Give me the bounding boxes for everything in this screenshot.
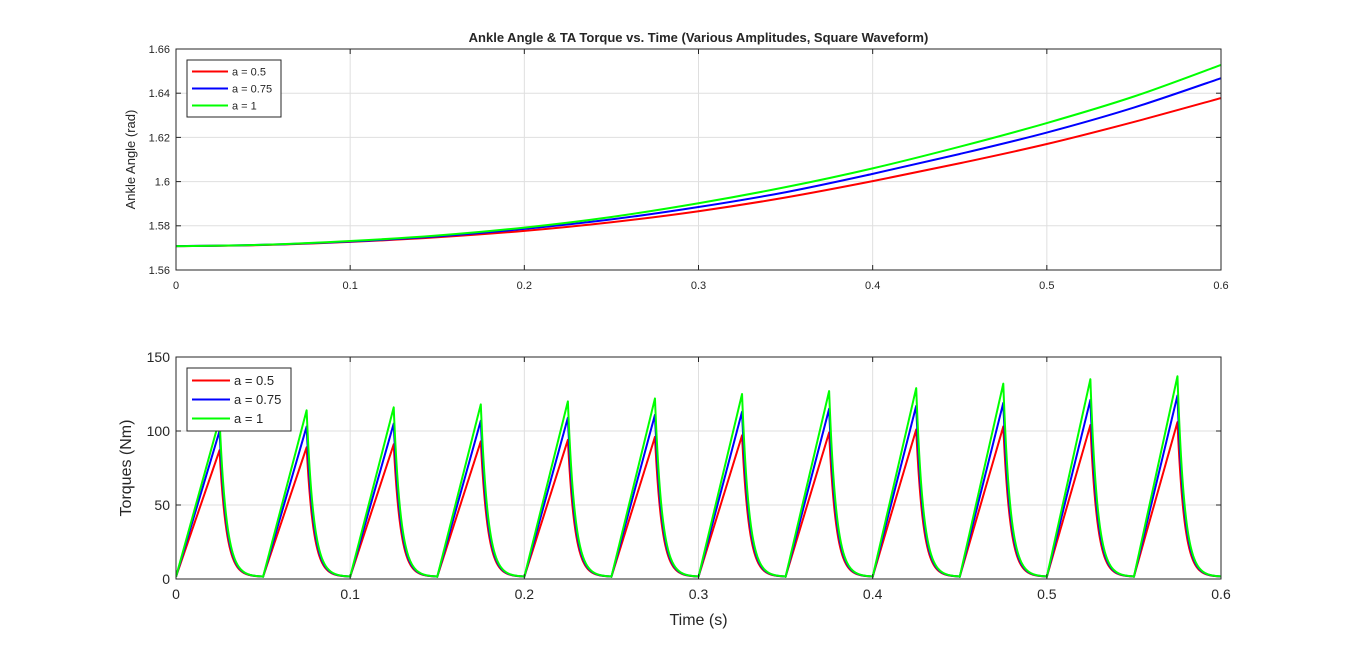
- legend-label-2: a = 0.75: [232, 83, 272, 95]
- ankle-angle-axes: 0 0.1 0.2 0.3 0.4 0.5 0.6 1.56 1.58 1.6 1.62 1.64 1.…: [123, 30, 1229, 292]
- legend-label-2: a = 0.75: [234, 392, 281, 407]
- y-tick-label: 0: [162, 571, 170, 587]
- x-tick-label: 0: [173, 280, 179, 292]
- x-tick-label: 0.4: [865, 280, 880, 292]
- x-tick-label: 0.4: [863, 586, 883, 602]
- x-tick-label: 0.6: [1213, 280, 1228, 292]
- legend: a = 0.5 a = 0.75 a = 1: [186, 59, 282, 118]
- series-group: [176, 63, 1221, 248]
- legend-label-1: a = 0.5: [232, 66, 266, 78]
- y-tick-label: 150: [147, 349, 171, 365]
- x-tick-label: 0.2: [517, 280, 532, 292]
- y-tick-label: 1.58: [149, 221, 170, 233]
- y-tick-label: 1.56: [149, 265, 170, 277]
- y-tick-label: 1.62: [149, 132, 170, 144]
- x-tick-label: 0.6: [1211, 586, 1231, 602]
- x-tick-label: 0.1: [340, 586, 360, 602]
- x-axis-label: Time (s): [669, 612, 727, 629]
- chart-title: Ankle Angle & TA Torque vs. Time (Variou…: [469, 30, 929, 45]
- x-tick-label: 0.3: [689, 586, 709, 602]
- legend: a = 0.5 a = 0.75 a = 1: [186, 367, 292, 432]
- y-tick-label: 1.6: [155, 176, 170, 188]
- x-tick-label: 0.5: [1039, 280, 1054, 292]
- legend-label-3: a = 1: [232, 100, 257, 112]
- y-axis-label: Ankle Angle (rad): [123, 110, 138, 210]
- y-tick-label: 1.66: [149, 44, 170, 56]
- legend-label-1: a = 0.5: [234, 373, 274, 388]
- x-tick-label: 0.1: [343, 280, 358, 292]
- y-axis-label: Torques (Nm): [118, 420, 135, 517]
- y-tick-label: 100: [147, 423, 171, 439]
- series-line-3: [176, 63, 1221, 248]
- y-tick-label: 50: [154, 497, 170, 513]
- x-tick-label: 0.5: [1037, 586, 1057, 602]
- x-tick-label: 0: [172, 586, 180, 602]
- x-tick-label: 0.2: [515, 586, 535, 602]
- legend-label-3: a = 1: [234, 411, 263, 426]
- y-tick-label: 1.64: [149, 88, 170, 100]
- torque-axes: 0 0.1 0.2 0.3 0.4 0.5 0.6 0 50 100 150 Time (s) Torq…: [118, 349, 1231, 629]
- x-tick-label: 0.3: [691, 280, 706, 292]
